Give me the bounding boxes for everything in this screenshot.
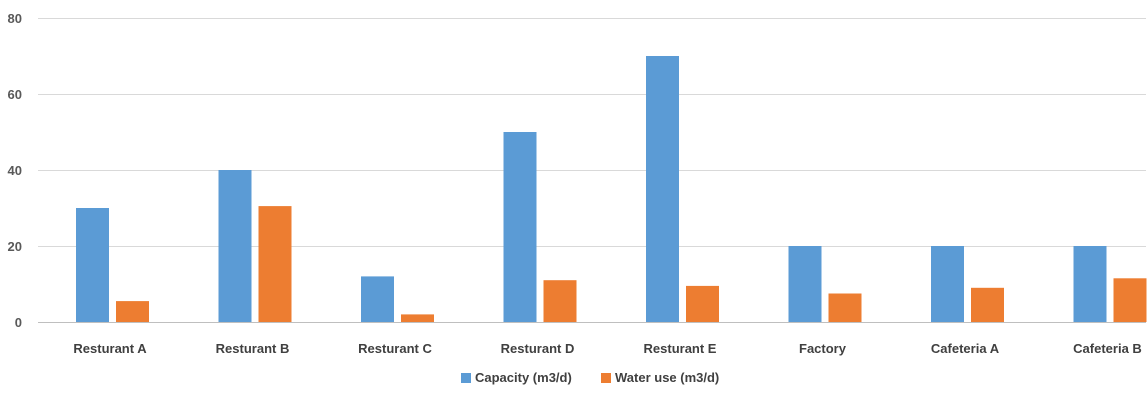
y-tick-label: 20 bbox=[8, 239, 22, 254]
bar-water-use-6 bbox=[971, 287, 1004, 322]
bar-capacity-0 bbox=[76, 208, 109, 322]
bar-water-use-7 bbox=[1113, 278, 1147, 322]
legend: Capacity (m3/d) Water use (m3/d) bbox=[461, 370, 719, 385]
y-tick-label: 0 bbox=[15, 315, 22, 330]
x-axis-labels: Resturant A Resturant B Resturant C Restura… bbox=[73, 341, 1141, 356]
bar-capacity-5 bbox=[788, 246, 822, 322]
y-tick-label: 80 bbox=[8, 11, 22, 26]
bar-capacity-2 bbox=[361, 276, 394, 322]
y-tick-label: 40 bbox=[8, 163, 22, 178]
legend-label: Water use (m3/d) bbox=[615, 370, 719, 385]
y-axis-ticks: 0 20 40 60 80 bbox=[8, 11, 22, 330]
bar-capacity-4 bbox=[646, 56, 679, 322]
x-tick-label: Resturant B bbox=[216, 341, 290, 356]
bars bbox=[76, 56, 1147, 322]
x-tick-label: Cafeteria A bbox=[931, 341, 1000, 356]
x-tick-label: Resturant C bbox=[358, 341, 432, 356]
bar-water-use-5 bbox=[828, 293, 862, 322]
y-tick-label: 60 bbox=[8, 87, 22, 102]
x-tick-label: Resturant E bbox=[644, 341, 717, 356]
bar-capacity-1 bbox=[218, 170, 252, 322]
legend-swatch bbox=[601, 373, 611, 383]
legend-swatch bbox=[461, 373, 471, 383]
bar-water-use-4 bbox=[686, 285, 719, 322]
bar-capacity-3 bbox=[503, 132, 537, 322]
x-tick-label: Cafeteria B bbox=[1073, 341, 1142, 356]
bar-capacity-7 bbox=[1073, 246, 1107, 322]
x-tick-label: Resturant D bbox=[501, 341, 575, 356]
bar-water-use-0 bbox=[116, 301, 149, 322]
x-tick-label: Resturant A bbox=[73, 341, 147, 356]
legend-label: Capacity (m3/d) bbox=[475, 370, 572, 385]
bar-water-use-3 bbox=[543, 280, 577, 322]
bar-capacity-6 bbox=[931, 246, 964, 322]
gridlines bbox=[38, 18, 1146, 323]
bar-water-use-2 bbox=[401, 314, 434, 322]
bar-water-use-1 bbox=[258, 206, 292, 322]
x-tick-label: Factory bbox=[799, 341, 847, 356]
